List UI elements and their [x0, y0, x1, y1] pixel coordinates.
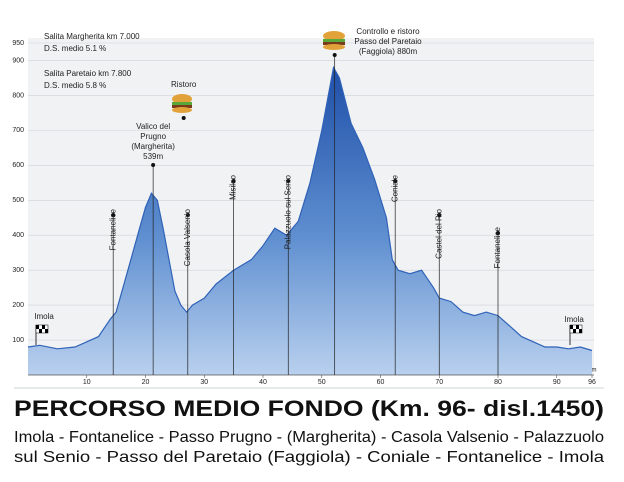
- pin-dot: [181, 116, 186, 120]
- waypoint-label: (Faggiola) 880m: [359, 47, 418, 56]
- note: Salita Paretaio km 7.800: [44, 69, 132, 78]
- finish-flag: [569, 324, 583, 345]
- x-tick-label: 50: [318, 379, 326, 386]
- waypoint-label: Misileo: [229, 174, 238, 199]
- elevation-line: [27, 65, 593, 352]
- waypoint-label: Casola Valsenio: [183, 208, 192, 266]
- note: Salita Margherita km 7.000: [44, 32, 140, 41]
- waypoint-label: Controllo e ristoro: [356, 27, 420, 36]
- x-tick-label: 90: [553, 379, 561, 386]
- pin-dot: [437, 213, 442, 217]
- y-tick-label: 500: [12, 197, 24, 204]
- y-tick-label: 100: [12, 337, 24, 344]
- x-tick-label: 40: [259, 379, 267, 386]
- waypoint-label: Palazzuolo sul Senio: [283, 174, 292, 249]
- y-tick-label: 900: [12, 57, 24, 64]
- pin-dot: [151, 163, 156, 167]
- waypoint-label: Fontanelice: [108, 208, 117, 250]
- pin-dot: [111, 213, 116, 217]
- waypoint-label: Castel del Rio: [434, 208, 443, 258]
- end-label: Imola: [34, 312, 54, 321]
- x-tick-label: 60: [377, 379, 385, 386]
- x-tick-label: 10: [83, 379, 91, 386]
- pin-dot: [393, 179, 398, 183]
- end-label: Imola: [564, 315, 584, 324]
- waypoint-label: Prugno: [140, 132, 166, 141]
- y-tick-label: 200: [12, 302, 24, 309]
- waypoint-label: Passo del Paretaio: [354, 37, 422, 46]
- y-tick-label: 700: [12, 127, 24, 134]
- x-tick-label: 70: [435, 379, 443, 386]
- waypoint-label: (Margherita): [131, 142, 175, 151]
- start-flag: [35, 324, 49, 345]
- note: D.S. medio 5.1 %: [44, 44, 106, 53]
- x-tick-label: 30: [200, 379, 208, 386]
- x-axis-label: m: [592, 368, 597, 374]
- x-tick-label: 80: [494, 379, 502, 386]
- title: PERCORSO MEDIO FONDO (Km. 96- disl.1450): [14, 396, 604, 421]
- note: D.S. medio 5.8 %: [44, 81, 106, 90]
- pin-dot: [332, 53, 337, 57]
- subtitle: Imola - Fontanelice - Passo Prugno - (Ma…: [14, 429, 604, 446]
- pin-dot: [286, 179, 291, 183]
- y-tick-label: 600: [12, 162, 24, 169]
- pin-dot: [231, 179, 236, 183]
- x-tick-label: 96: [588, 379, 596, 386]
- food-icon: [323, 31, 345, 50]
- food-icon: [172, 94, 192, 113]
- y-tick-label: 950: [12, 40, 24, 47]
- pin-dot: [185, 213, 190, 217]
- y-tick-label: 800: [12, 92, 24, 99]
- x-tick-label: 20: [142, 379, 150, 386]
- pin-dot: [496, 231, 500, 235]
- waypoint-label: 539m: [143, 152, 163, 161]
- elevation-area: [28, 67, 592, 375]
- waypoint-label: Fontanelice: [493, 226, 502, 268]
- plot: [27, 65, 594, 376]
- waypoint-label: Valico del: [136, 122, 170, 131]
- annotations: Salita Margherita km 7.000 D.S. medio 5.1…: [34, 27, 584, 375]
- waypoint-label: Coniale: [390, 174, 399, 202]
- y-tick-label: 400: [12, 232, 24, 239]
- waypoint-label: Ristoro: [171, 80, 197, 89]
- grid: 100 200 300 400 500 600 700 800 900 950 10 20 30 40 50…: [12, 40, 596, 386]
- subtitle: sul Senio - Passo del Paretaio (Faggiola…: [14, 449, 604, 466]
- y-tick-label: 300: [12, 267, 24, 274]
